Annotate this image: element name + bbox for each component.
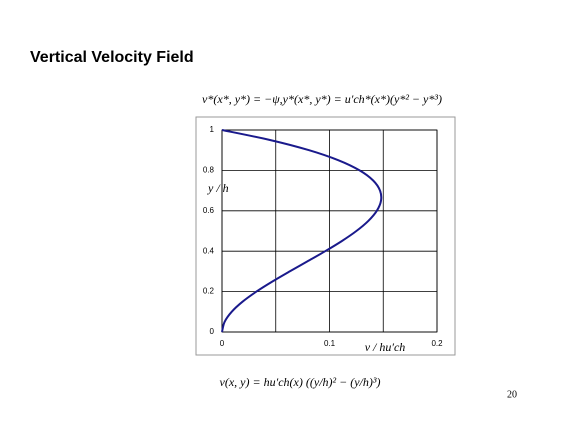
page-number: 20 [507, 389, 517, 400]
y-tick-label: 0 [210, 327, 215, 336]
plot-area [221, 129, 438, 333]
y-tick-label: 0.2 [203, 287, 215, 296]
x-tick-label: 0.2 [431, 339, 443, 348]
plot-frame [195, 116, 456, 356]
x-axis-label: v / hu′ch [365, 340, 406, 354]
y-tick-label: 0.4 [203, 246, 215, 255]
y-axis-label: y / h [207, 181, 229, 195]
equation: v*(x*, y*) = −ψ,y*(x*, y*) = u′ch*(x*)(y… [202, 92, 442, 106]
line-series [221, 129, 383, 333]
slide-title: Vertical Velocity Field [30, 49, 194, 66]
x-tick-label: 0.1 [324, 339, 336, 348]
y-tick-label: 0.6 [203, 206, 215, 215]
x-tick-label: 0 [220, 339, 225, 348]
y-tick-label: 1 [210, 125, 215, 134]
equation: v(x, y) = hu′ch(x) ((y/h)² − (y/h)³) [220, 375, 381, 389]
y-tick-label: 0.8 [203, 166, 215, 175]
